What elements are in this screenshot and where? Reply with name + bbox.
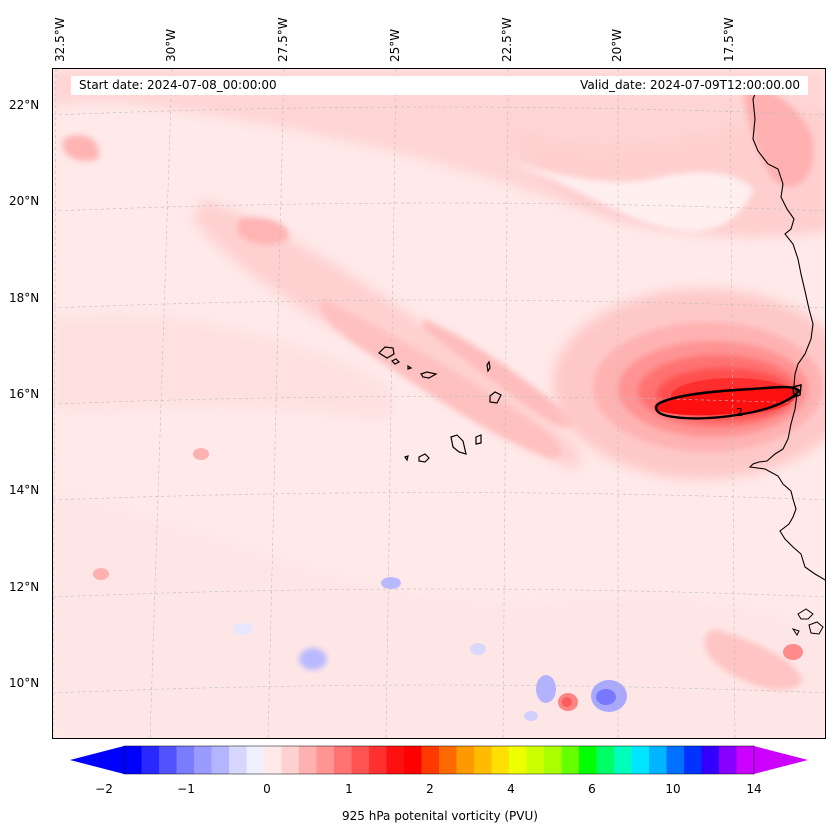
date-info-bar: Start date: 2024-07-08_00:00:00 Valid_da…	[71, 76, 808, 95]
lat-label-22n: 22°N	[9, 98, 40, 112]
negative-patches	[233, 577, 627, 721]
positive-blobs	[93, 448, 803, 711]
colorbar-cell	[124, 746, 142, 774]
colorbar-cell	[229, 746, 247, 774]
lat-label-16n: 16°N	[9, 387, 40, 401]
colorbar-cell	[299, 746, 317, 774]
pv-2-contour: 2	[654, 384, 802, 420]
colorbar-cell	[141, 746, 160, 774]
colorbar-cell	[246, 746, 265, 774]
lon-label-25w: 25°W	[388, 28, 402, 62]
lon-label-30w: 30°W	[164, 28, 178, 62]
colorbar-cell	[596, 746, 615, 774]
map-field-svg: 2	[53, 69, 825, 738]
start-date-label: Start date: 2024-07-08_00:00:00	[79, 78, 277, 92]
colorbar-cell	[264, 746, 282, 774]
colorbar-cell	[176, 746, 195, 774]
colorbar-over-arrow	[754, 746, 808, 774]
cb-tick-0: 0	[263, 782, 271, 796]
colorbar-cell	[719, 746, 737, 774]
vortex	[553, 289, 825, 479]
colorbar-cell	[316, 746, 335, 774]
colorbar-title: 925 hPa potenital vorticity (PVU)	[342, 809, 538, 823]
cb-tick-10: 10	[665, 782, 681, 796]
lon-label-17-5w: 17.5°W	[722, 17, 736, 62]
colorbar-cell	[351, 746, 370, 774]
colorbar-cell	[211, 746, 230, 774]
valid-date-label: Valid_date: 2024-07-09T12:00:00.00	[580, 78, 800, 92]
cb-tick-1: 1	[345, 782, 353, 796]
colorbar-frame	[123, 745, 755, 775]
lat-label-18n: 18°N	[9, 291, 40, 305]
lat-label-14n: 14°N	[9, 483, 40, 497]
colorbar-cells	[124, 746, 755, 774]
colorbar-cell	[561, 746, 580, 774]
coastal-patches	[63, 79, 814, 690]
colorbar-cell	[526, 746, 545, 774]
coastline-islands-south	[791, 608, 824, 636]
lon-label-27-5w: 27.5°W	[276, 17, 290, 62]
colorbar-cell	[666, 746, 685, 774]
colorbar-cell	[614, 746, 632, 774]
colorbar-cell	[491, 746, 510, 774]
cb-tick-6: 6	[588, 782, 596, 796]
colorbar-cell	[439, 746, 457, 774]
cb-tick-14: 14	[746, 782, 762, 796]
colorbar-cell	[736, 746, 755, 774]
colorbar-cell	[631, 746, 650, 774]
lat-label-12n: 12°N	[9, 580, 40, 594]
colorbar-cell	[579, 746, 597, 774]
colorbar-cell	[386, 746, 405, 774]
cb-tick-neg2: −2	[95, 782, 113, 796]
lat-label-10n: 10°N	[9, 676, 40, 690]
cape-verde-islands	[378, 346, 502, 463]
colorbar-cell	[194, 746, 212, 774]
lat-label-20n: 20°N	[9, 194, 40, 208]
cb-tick-2: 2	[426, 782, 434, 796]
colorbar-cell	[421, 746, 440, 774]
cb-tick-neg1: −1	[177, 782, 195, 796]
colorbar-cell	[159, 746, 177, 774]
colorbar-cell	[544, 746, 562, 774]
vorticity-map: 2	[52, 68, 826, 739]
graticule	[53, 69, 825, 738]
lon-label-22-5w: 22.5°W	[500, 17, 514, 62]
pv-contour-label: 2	[736, 406, 743, 419]
colorbar-cell	[281, 746, 300, 774]
colorbar-cell	[404, 746, 422, 774]
pv-band	[238, 217, 574, 459]
colorbar-under-arrow	[70, 746, 124, 774]
colorbar-cell	[649, 746, 667, 774]
cb-tick-4: 4	[507, 782, 515, 796]
colorbar-cell	[474, 746, 492, 774]
colorbar-cell	[334, 746, 352, 774]
colorbar	[70, 745, 808, 775]
lon-label-32-5w: 32.5°W	[53, 17, 67, 62]
colorbar-cell	[701, 746, 720, 774]
colorbar-cell	[456, 746, 475, 774]
colorbar-cell	[684, 746, 702, 774]
lon-label-20w: 20°W	[610, 28, 624, 62]
colorbar-cell	[509, 746, 527, 774]
colorbar-cell	[369, 746, 387, 774]
